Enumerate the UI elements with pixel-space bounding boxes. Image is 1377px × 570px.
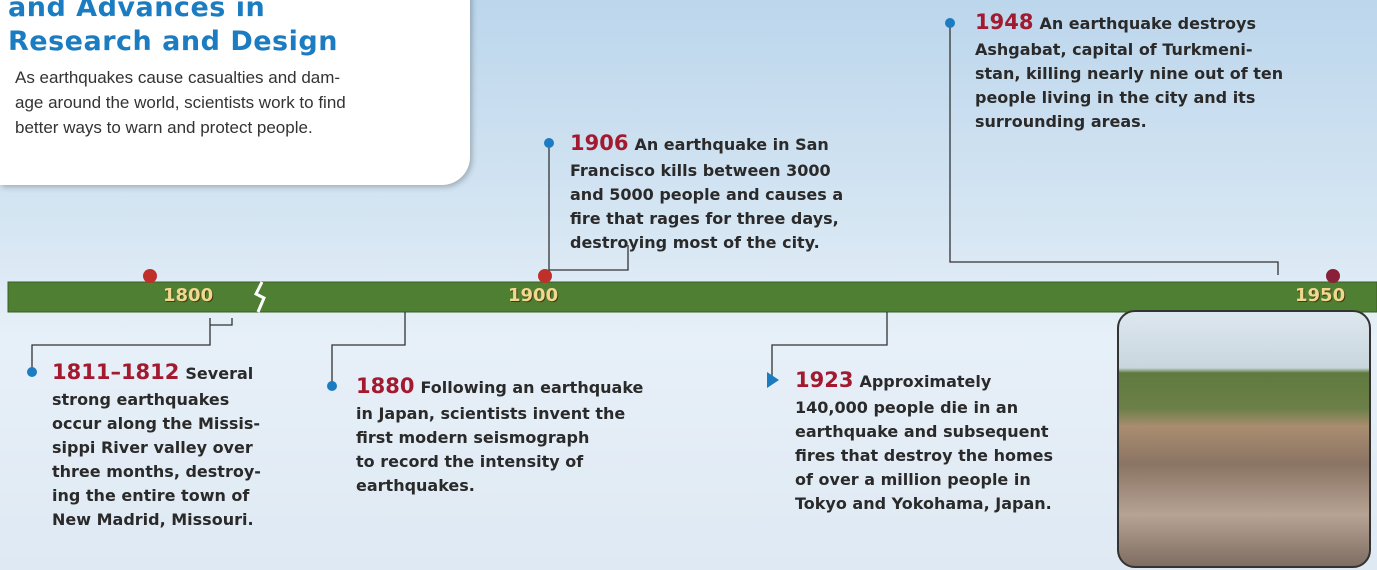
timeline-label: 1800 [163, 285, 214, 306]
connector [949, 25, 1279, 275]
event-line: surrounding areas. [975, 110, 1147, 134]
title-line: and Advances in [8, 0, 266, 23]
event-text: people living in the city and its [975, 88, 1256, 107]
event-line: earthquake and subsequent [795, 420, 1049, 444]
event-text: Several [185, 364, 254, 383]
connector [771, 312, 888, 380]
event-line: destroying most of the city. [570, 231, 820, 255]
event-text: earthquake and subsequent [795, 422, 1049, 441]
pin [1326, 269, 1340, 283]
event-line: 1880 Following an earthquake [356, 374, 643, 400]
event-line: Ashgabat, capital of Turkmeni- [975, 38, 1252, 62]
event-text: Following an earthquake [420, 378, 644, 397]
intro-text: better ways to warn and protect people. [15, 118, 313, 137]
connector [31, 318, 233, 372]
intro-text: As earthquakes cause casualties and dam- [15, 68, 341, 87]
event-line: first modern seismograph [356, 426, 589, 450]
event-line: New Madrid, Missouri. [52, 508, 254, 532]
event-text: occur along the Missis- [52, 414, 261, 433]
event-line: Tokyo and Yokohama, Japan. [795, 492, 1052, 516]
event-text: Tokyo and Yokohama, Japan. [795, 494, 1052, 513]
event-text: and 5000 people and causes a [570, 185, 844, 204]
intro-text: age around the world, scientists work to… [15, 93, 346, 112]
timeline-label: 1900 [508, 285, 559, 306]
event-text: ing the entire town of [52, 486, 250, 505]
pin [143, 269, 157, 283]
break-mark [253, 281, 266, 313]
event-line: stan, killing nearly nine out of ten [975, 62, 1283, 86]
event-line: ing the entire town of [52, 484, 249, 508]
event-text: Approximately [859, 372, 992, 391]
event-text: destroying most of the city. [570, 233, 820, 252]
event-line: three months, destroy- [52, 460, 261, 484]
bullet [327, 381, 337, 391]
event-line: to record the intensity of [356, 450, 583, 474]
event-text: to record the intensity of [356, 452, 584, 471]
event-year: 1923 [795, 368, 854, 392]
title-line: Research and Design [8, 26, 338, 57]
event-year: 1811–1812 [52, 360, 180, 384]
timeline-bar [7, 281, 1377, 313]
event-line: 1906 An earthquake in San [570, 131, 829, 157]
event-line: sippi River valley over [52, 436, 253, 460]
event-text: earthquakes. [356, 476, 475, 495]
event-text: An earthquake destroys [1039, 14, 1256, 33]
photo [1117, 310, 1371, 568]
timeline-label: 1950 [1295, 285, 1346, 306]
event-year: 1880 [356, 374, 415, 398]
bullet [945, 18, 955, 28]
event-line: 1923 Approximately [795, 368, 991, 394]
event-year: 1906 [570, 131, 629, 155]
event-line: fires that destroy the homes [795, 444, 1053, 468]
event-text: fires that destroy the homes [795, 446, 1053, 465]
event-line: in Japan, scientists invent the [356, 402, 625, 426]
bullet [767, 372, 779, 388]
pin [538, 269, 552, 283]
event-text: New Madrid, Missouri. [52, 510, 254, 529]
connector [548, 145, 629, 271]
title-box [0, 0, 470, 185]
event-line: 1811–1812 Several [52, 360, 253, 386]
event-text: fire that rages for three days, [570, 209, 839, 228]
event-line: Francisco kills between 3000 [570, 159, 831, 183]
event-line: fire that rages for three days, [570, 207, 839, 231]
event-line: people living in the city and its [975, 86, 1255, 110]
event-text: 140,000 people die in an [795, 398, 1019, 417]
event-line: of over a million people in [795, 468, 1031, 492]
event-text: Ashgabat, capital of Turkmeni- [975, 40, 1253, 59]
event-text: strong earthquakes [52, 390, 230, 409]
connectors [31, 25, 1279, 386]
event-line: 1948 An earthquake destroys [975, 10, 1256, 36]
event-text: in Japan, scientists invent the [356, 404, 626, 423]
event-text: stan, killing nearly nine out of ten [975, 64, 1284, 83]
event-text: surrounding areas. [975, 112, 1147, 131]
event-line: earthquakes. [356, 474, 475, 498]
connector [331, 312, 406, 386]
event-text: Francisco kills between 3000 [570, 161, 831, 180]
event-line: occur along the Missis- [52, 412, 260, 436]
event-text: An earthquake in San [634, 135, 829, 154]
event-text: of over a million people in [795, 470, 1031, 489]
event-text: three months, destroy- [52, 462, 261, 481]
bullet [544, 138, 554, 148]
event-text: sippi River valley over [52, 438, 253, 457]
event-line: and 5000 people and causes a [570, 183, 843, 207]
bullets [27, 18, 955, 391]
bullet [27, 367, 37, 377]
event-text: first modern seismograph [356, 428, 590, 447]
event-line: 140,000 people die in an [795, 396, 1018, 420]
event-line: strong earthquakes [52, 388, 229, 412]
event-year: 1948 [975, 10, 1034, 34]
